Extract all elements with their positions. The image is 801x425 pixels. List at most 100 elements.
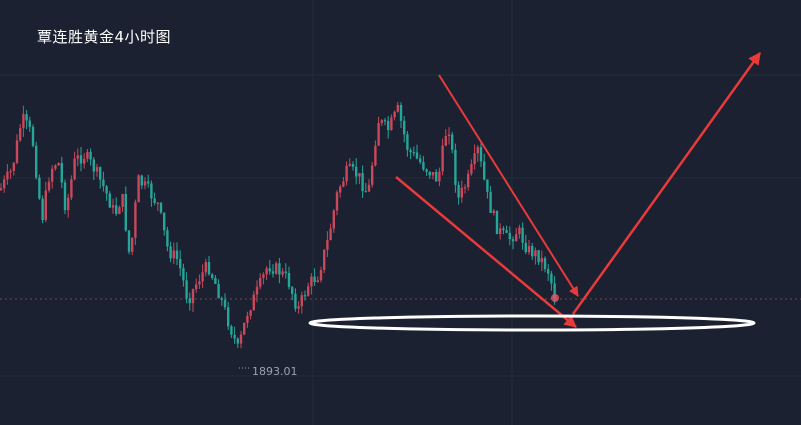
candle — [227, 301, 230, 330]
candle — [111, 198, 115, 214]
candle — [217, 279, 220, 299]
candle — [470, 159, 473, 176]
candle — [278, 258, 281, 284]
candle — [547, 264, 550, 281]
candle — [460, 180, 463, 203]
candle — [454, 143, 457, 193]
candle — [265, 266, 268, 280]
candle — [438, 167, 441, 187]
candle — [358, 173, 361, 185]
candle — [86, 149, 89, 163]
candle — [239, 330, 243, 349]
candle — [105, 185, 108, 201]
candle — [412, 146, 415, 157]
candle — [35, 141, 38, 180]
candle — [287, 266, 291, 290]
candle — [262, 272, 265, 285]
candle — [38, 174, 41, 200]
candle — [339, 184, 342, 198]
candle — [223, 293, 227, 310]
candle — [335, 190, 339, 216]
channel-upper-line — [438, 74, 579, 297]
candle — [291, 285, 294, 301]
candle — [518, 224, 521, 239]
candle — [300, 291, 303, 314]
candle — [3, 175, 6, 193]
candle — [505, 225, 508, 234]
candle — [422, 155, 425, 172]
candle — [307, 282, 310, 297]
candle — [393, 110, 396, 121]
candle — [364, 182, 367, 193]
low-marker: 1893.01 — [239, 365, 298, 378]
candle — [297, 301, 300, 314]
candle — [473, 144, 476, 170]
candle — [428, 171, 431, 179]
chart-title: 覃连胜黄金4小时图 — [37, 28, 172, 46]
candle — [524, 234, 527, 255]
candle — [259, 273, 262, 290]
candle — [73, 151, 76, 181]
candle — [377, 116, 380, 146]
candle — [195, 278, 198, 293]
candle — [345, 161, 348, 186]
candle — [435, 169, 438, 182]
candle — [511, 236, 515, 250]
candle — [153, 192, 156, 206]
candle — [499, 223, 502, 240]
candle — [147, 174, 150, 188]
candle — [409, 147, 412, 160]
candle — [268, 259, 271, 275]
candle — [188, 292, 191, 311]
candle — [175, 242, 179, 266]
candle — [348, 158, 351, 167]
candle — [0, 183, 3, 191]
candle — [99, 166, 102, 189]
candle — [95, 163, 99, 177]
candle — [284, 263, 287, 279]
candle — [230, 324, 233, 338]
candle — [83, 153, 86, 169]
candle — [70, 175, 73, 201]
support-ellipse — [308, 314, 756, 332]
candle — [207, 256, 211, 276]
candle — [495, 210, 499, 235]
candle — [332, 209, 335, 233]
candle — [150, 180, 153, 207]
candle — [236, 337, 239, 348]
candle — [476, 144, 479, 162]
candle — [431, 172, 435, 180]
candle — [44, 182, 47, 223]
candle — [89, 148, 92, 166]
candle — [191, 288, 195, 312]
candle — [156, 202, 159, 211]
candle — [121, 193, 124, 212]
candle — [204, 258, 207, 277]
candle — [281, 268, 284, 278]
candle — [447, 127, 451, 145]
candle — [374, 140, 377, 167]
candle — [201, 264, 204, 288]
candle — [220, 296, 223, 306]
candle — [211, 272, 214, 280]
candle — [79, 147, 83, 172]
candle — [403, 116, 406, 143]
candle — [185, 272, 188, 304]
candle — [275, 261, 278, 275]
candle — [41, 195, 44, 224]
candle — [310, 273, 313, 295]
candle — [19, 123, 22, 142]
candle — [543, 256, 547, 273]
candle — [383, 117, 387, 126]
candle — [198, 274, 201, 289]
candle — [515, 227, 518, 242]
candle — [67, 193, 70, 218]
candle — [28, 116, 31, 132]
candle — [15, 134, 19, 165]
low-price-label: 1893.01 — [252, 365, 298, 378]
candle — [467, 169, 470, 191]
candle — [255, 280, 259, 303]
